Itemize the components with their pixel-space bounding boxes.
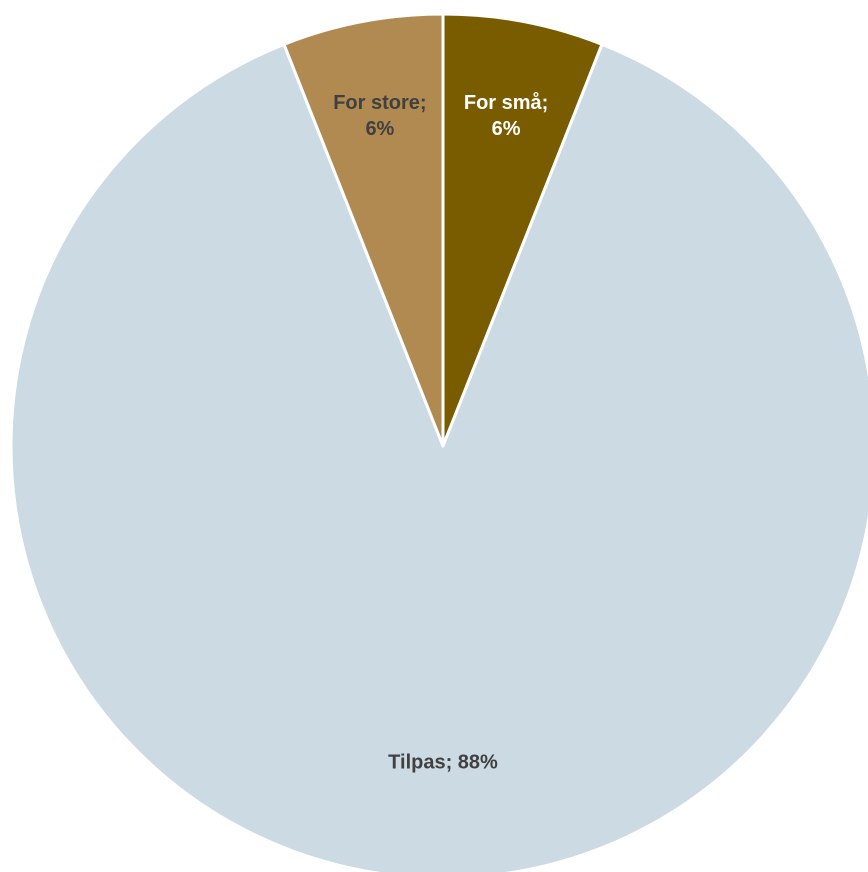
data-label-line: For små; [464,91,548,114]
pie-slice-for-store [282,12,445,448]
pie-slice-tilpas [9,42,868,872]
pie-data-labels: For små; 6% Tilpas; 88% For store; 6% [333,91,548,773]
data-label-tilpas: Tilpas; 88% [388,751,498,773]
pie-slice-for-små [441,12,604,448]
data-label-line: Tilpas; 88% [388,751,498,773]
data-label-for-små: For små; 6% [464,91,548,140]
data-label-line: 6% [365,118,394,140]
data-label-for-store: For store; 6% [333,92,426,140]
data-label-line: 6% [492,118,521,140]
data-label-line: For store; [333,92,426,114]
pie-slices [9,12,868,872]
